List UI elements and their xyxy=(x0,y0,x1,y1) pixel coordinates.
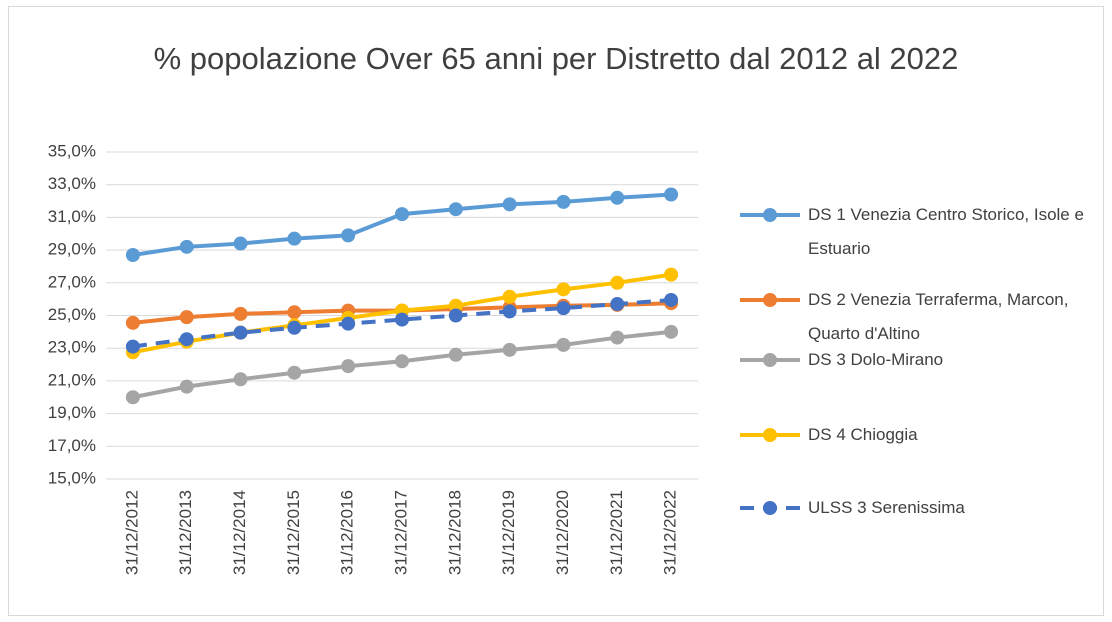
legend-marker xyxy=(763,501,777,515)
y-tick-label: 27,0% xyxy=(48,272,96,291)
data-point xyxy=(179,310,194,325)
data-point xyxy=(179,332,194,347)
y-tick-label: 35,0% xyxy=(48,141,96,160)
data-point xyxy=(233,306,248,321)
data-point xyxy=(610,297,625,312)
chart-frame xyxy=(8,6,1104,616)
data-point xyxy=(448,347,463,362)
x-tick-label: 31/12/2013 xyxy=(176,490,195,575)
data-point xyxy=(125,339,140,354)
data-point xyxy=(395,207,409,222)
data-point xyxy=(664,292,679,307)
x-tick-label: 31/12/2012 xyxy=(122,490,141,575)
data-point xyxy=(125,315,140,330)
data-point xyxy=(610,190,625,205)
data-point xyxy=(448,298,463,313)
data-point xyxy=(556,301,571,316)
data-point xyxy=(233,236,248,251)
data-point xyxy=(610,330,625,345)
legend-label: ULSS 3 Serenissima xyxy=(808,498,965,517)
data-point xyxy=(179,239,194,254)
chart-title: % popolazione Over 65 anni per Distretto… xyxy=(153,41,959,76)
data-point xyxy=(395,312,409,327)
data-point xyxy=(448,202,463,217)
data-point xyxy=(233,372,248,387)
data-point xyxy=(502,197,517,212)
y-tick-label: 33,0% xyxy=(48,174,96,193)
data-point xyxy=(233,325,248,340)
data-point xyxy=(448,308,463,323)
data-point xyxy=(287,305,302,320)
x-tick-label: 31/12/2019 xyxy=(499,490,518,575)
y-tick-label: 29,0% xyxy=(48,240,96,259)
y-tick-label: 25,0% xyxy=(48,305,96,324)
data-point xyxy=(556,337,571,352)
legend-label: DS 1 Venezia Centro Storico, Isole e Est… xyxy=(808,205,1084,258)
legend-label: DS 3 Dolo-Mirano xyxy=(808,350,944,369)
data-point xyxy=(664,324,679,339)
data-point xyxy=(664,267,679,282)
y-tick-label: 17,0% xyxy=(48,436,96,455)
y-tick-label: 21,0% xyxy=(48,370,96,389)
x-tick-label: 31/12/2022 xyxy=(661,490,680,575)
data-point xyxy=(502,304,517,319)
data-point xyxy=(287,320,302,335)
x-tick-label: 31/12/2017 xyxy=(391,490,410,575)
y-tick-label: 15,0% xyxy=(48,468,96,487)
data-point xyxy=(502,342,517,357)
y-tick-label: 19,0% xyxy=(48,403,96,422)
x-tick-label: 31/12/2018 xyxy=(445,490,464,575)
data-point xyxy=(556,282,571,297)
legend-marker xyxy=(763,353,777,367)
legend-label: DS 2 Venezia Terraferma, Marcon, Quarto … xyxy=(808,290,1069,343)
x-tick-label: 31/12/2016 xyxy=(338,490,357,575)
data-point xyxy=(502,289,517,304)
y-tick-label: 23,0% xyxy=(48,338,96,357)
legend-marker xyxy=(763,208,777,222)
legend-marker xyxy=(763,428,777,442)
data-point xyxy=(125,390,140,405)
legend-label: DS 4 Chioggia xyxy=(808,425,918,444)
data-point xyxy=(556,194,571,209)
x-tick-label: 31/12/2014 xyxy=(230,490,249,575)
data-point xyxy=(179,379,194,394)
series-line xyxy=(132,297,672,349)
x-tick-label: 31/12/2015 xyxy=(284,490,303,575)
data-point xyxy=(287,365,302,380)
data-point xyxy=(341,316,356,331)
x-tick-label: 31/12/2020 xyxy=(553,490,572,575)
x-tick-label: 31/12/2021 xyxy=(607,490,626,575)
legend-marker xyxy=(763,293,777,307)
data-point xyxy=(125,248,140,263)
y-tick-label: 31,0% xyxy=(48,207,96,226)
series-line xyxy=(132,192,672,257)
data-point xyxy=(395,354,409,369)
data-point xyxy=(287,231,302,246)
data-point xyxy=(341,228,356,243)
data-point xyxy=(610,275,625,290)
data-point xyxy=(341,359,356,374)
data-point xyxy=(664,187,679,202)
